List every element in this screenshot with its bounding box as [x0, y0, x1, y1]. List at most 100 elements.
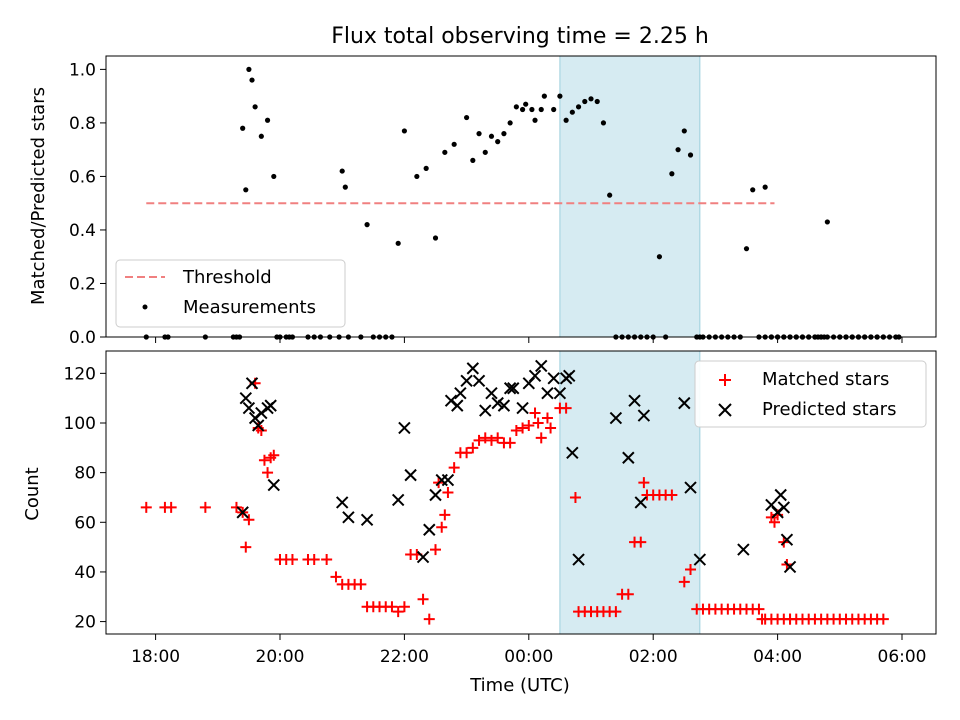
measurement-point — [523, 101, 529, 107]
matched-star-point — [532, 417, 544, 429]
matched-star-point — [230, 501, 242, 513]
predicted-star-point — [693, 553, 707, 566]
predicted-star-point — [628, 394, 641, 407]
predicted-star-point — [535, 359, 548, 373]
matched-star-point — [504, 437, 516, 449]
predicted-star-point — [678, 396, 691, 410]
matched-stars-series — [140, 377, 889, 625]
measurement-point — [442, 149, 448, 155]
legend-threshold-label: Threshold — [182, 267, 272, 288]
predicted-star-point — [398, 421, 411, 435]
measurement-point — [607, 192, 613, 198]
measurement-point — [423, 165, 429, 171]
matched-star-point — [622, 588, 634, 600]
matched-star-point — [398, 601, 410, 613]
y-tick-label: 20 — [74, 613, 96, 633]
measurement-point — [519, 106, 526, 113]
predicted-star-point — [684, 481, 697, 494]
predicted-star-point — [441, 473, 455, 487]
matched-star-point — [467, 442, 479, 454]
measurement-point — [258, 133, 264, 139]
matched-star-point — [479, 432, 491, 444]
matched-star-point — [392, 606, 404, 618]
predicted-star-point — [360, 513, 374, 527]
matched-star-point — [286, 554, 298, 566]
matched-star-point — [308, 554, 320, 566]
matched-star-point — [439, 509, 451, 521]
bottom-legend-box — [694, 360, 927, 428]
matched-star-point — [569, 491, 581, 503]
predicted-star-point — [783, 560, 797, 574]
matched-star-point — [635, 536, 647, 548]
measurement-point — [532, 117, 538, 123]
measurement-point — [401, 128, 407, 134]
matched-star-point — [535, 432, 547, 444]
top-legend: Threshold Measurements — [115, 259, 346, 328]
matched-star-point — [355, 578, 367, 590]
x-tick-label: 02:00 — [629, 647, 678, 667]
predicted-star-point — [264, 399, 277, 412]
predicted-star-point — [454, 386, 467, 400]
top-axes-frame — [105, 55, 937, 338]
predicted-star-point — [239, 391, 252, 405]
predicted-star-point — [479, 404, 492, 417]
matched-star-point — [436, 521, 448, 533]
matched-star-point — [243, 514, 255, 526]
matched-star-point — [255, 424, 267, 436]
matched-star-point — [485, 434, 497, 446]
measurement-point — [669, 171, 675, 177]
top-y-axis-label: Matched/Predicted stars — [28, 87, 49, 305]
predicted-star-point — [503, 382, 517, 395]
measurement-point — [507, 120, 513, 126]
predicted-star-point — [516, 401, 529, 415]
matched-star-point — [666, 489, 678, 501]
matched-star-point — [262, 467, 274, 479]
measurement-point — [750, 187, 756, 193]
y-tick-label: 0.8 — [69, 114, 96, 134]
bottom-axes: 20 40 60 80 100 120 18:00 20:00 22:00 00:00 02:00… — [22, 350, 937, 696]
predicted-star-point — [609, 411, 623, 425]
bottom-observing-window — [559, 350, 701, 635]
predicted-star-point — [572, 553, 585, 566]
y-tick-label: 80 — [74, 464, 96, 484]
measurement-point — [464, 114, 470, 121]
measurement-point — [249, 77, 255, 83]
measurement-point — [432, 235, 439, 241]
measurement-point — [675, 147, 681, 153]
matched-star-point — [756, 613, 768, 625]
matched-star-point — [473, 434, 485, 446]
matched-star-point — [417, 593, 429, 605]
predicted-star-point — [429, 488, 442, 502]
measurement-point — [563, 117, 569, 123]
predicted-star-point — [563, 369, 576, 383]
x-tick-label: 22:00 — [380, 647, 429, 667]
matched-star-point — [560, 402, 572, 414]
predicted-star-point — [737, 543, 750, 556]
matched-star-point — [140, 501, 152, 513]
legend-matched-label: Matched stars — [762, 369, 889, 390]
legend-predicted-swatch — [718, 403, 732, 417]
matched-star-point — [330, 571, 342, 583]
measurement-point — [687, 152, 694, 158]
measurement-point — [271, 173, 277, 180]
predicted-star-point — [634, 496, 647, 509]
predicted-star-point — [342, 511, 355, 524]
predicted-star-point — [777, 501, 791, 514]
measurement-point — [501, 131, 507, 137]
predicted-star-point — [528, 369, 542, 383]
matched-star-point — [517, 422, 529, 434]
measurement-point — [538, 106, 544, 113]
matched-star-point — [430, 544, 441, 556]
matched-star-point — [541, 412, 553, 424]
predicted-star-point — [541, 386, 554, 400]
predicted-star-point — [460, 374, 473, 387]
matched-star-point — [268, 449, 280, 461]
matched-star-point — [610, 606, 622, 618]
measurement-point — [488, 133, 495, 139]
matched-star-point — [753, 603, 765, 615]
measurement-point — [476, 131, 482, 137]
y-tick-label: 1.0 — [69, 60, 96, 80]
measurement-point — [551, 106, 557, 113]
matched-star-point — [442, 487, 454, 498]
predicted-star-point — [267, 478, 280, 492]
